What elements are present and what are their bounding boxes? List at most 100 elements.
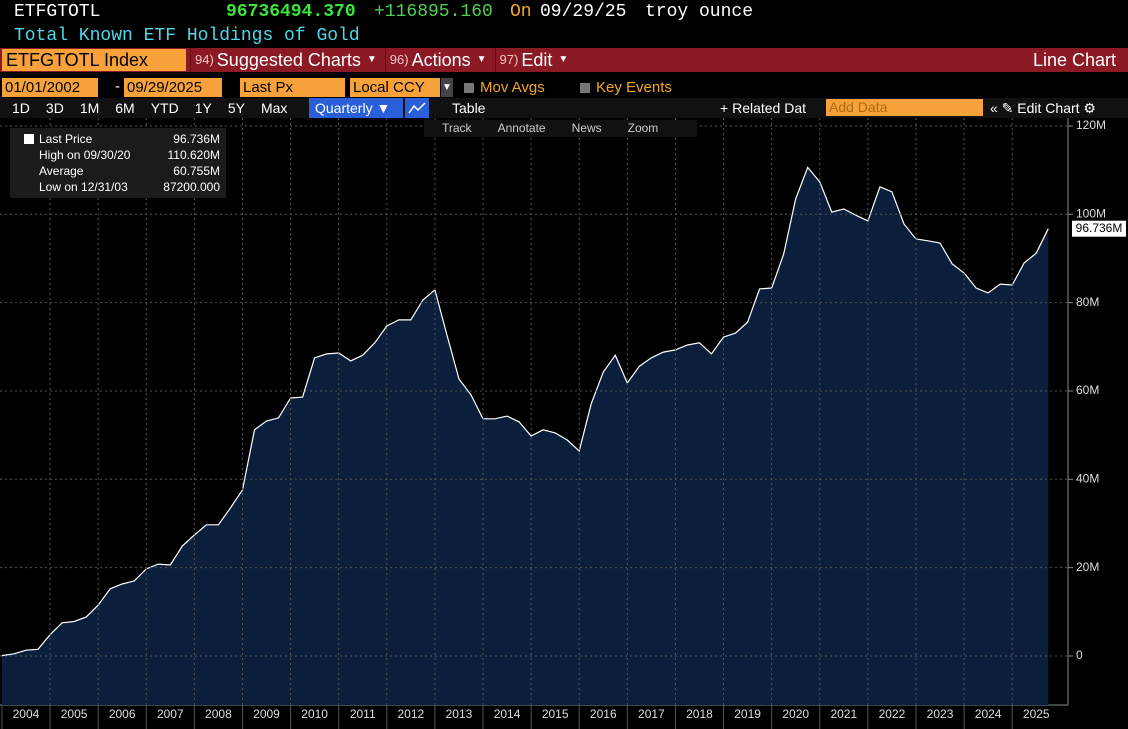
date-sep: - [115,78,120,95]
legend-value: 96.736M [173,132,220,146]
last-value-label: 96.736M [1076,221,1123,235]
menu-number: 96) [389,52,409,67]
legend-row: Average 60.755M [10,163,220,179]
menu-item[interactable]: 96) Actions ▼ [384,48,495,72]
legend: Last Price 96.736M High on 09/30/20 110.620… [10,128,226,198]
x-tick-label: 2015 [542,707,569,721]
legend-label: High on 09/30/20 [39,148,131,162]
key-events[interactable]: Key Events [580,79,672,96]
x-tick-label: 2010 [301,707,328,721]
related-label: Related Dat [732,100,807,116]
legend-label: Last Price [39,132,93,146]
tool-button[interactable]: Track [442,121,472,135]
y-tick-label: 20M [1076,560,1099,574]
x-tick-label: 2023 [927,707,954,721]
x-tick-label: 2025 [1023,707,1050,721]
add-data[interactable]: Add Data [826,99,983,116]
legend-label: Low on 12/31/03 [39,180,128,194]
y-tick-label: 80M [1076,295,1099,309]
menu-number: 97) [499,52,519,67]
start-date[interactable]: 01/01/2002 [2,78,98,97]
chart-icon[interactable] [405,98,429,118]
legend-row: Last Price 96.736M [10,131,220,147]
range-button[interactable]: 5Y [227,100,245,116]
legend-value: 87200.000 [163,180,220,194]
menu-label: Actions [411,50,471,70]
end-date[interactable]: 09/29/2025 [124,78,222,97]
y-tick-label: 100M [1076,206,1106,220]
dropdown-arrow[interactable]: ▼ [441,78,453,97]
legend-row: Low on 12/31/03 87200.000 [10,179,220,195]
on-label: On [510,2,532,22]
last-value-tag [1072,220,1126,237]
y-tick-label: 120M [1076,118,1106,132]
related-data[interactable]: + Related Dat [720,100,807,116]
range-button[interactable]: 3D [45,100,64,116]
date: 09/29/25 [540,2,627,22]
x-tick-label: 2004 [13,707,40,721]
currency[interactable]: Local CCY [350,78,440,97]
tool-button[interactable]: News [571,121,602,135]
menu-number: 94) [195,52,214,67]
x-tick-label: 2018 [686,707,713,721]
x-tick-label: 2005 [61,707,88,721]
chart: 0 20M 40M 60M 80M 100M 120M 2004 2005 2006 2007 200… [0,118,1128,729]
menu-bar [0,48,1128,72]
x-tick-label: 2021 [830,707,857,721]
menu-caret: ▼ [558,54,569,65]
icon [408,102,426,114]
x-tick-label: 2006 [109,707,136,721]
chart-type: Line Chart [1032,50,1116,70]
frequency-label: Quarterly [315,100,373,116]
y-tick-label: 0 [1076,648,1083,662]
x-tick-label: 2024 [975,707,1002,721]
x-tick-label: 2020 [782,707,809,721]
axis-panel [1068,118,1128,729]
mov-avgs[interactable]: Mov Avgs [464,79,545,96]
security[interactable]: ETFGTOTL Index [2,49,186,71]
range-button[interactable]: Max [260,100,288,116]
menu-items: 94) Suggested Charts ▼ 96) Actions ▼ 97) Edit ▼ [190,48,576,72]
edit-chart[interactable]: « ✎ Edit Chart ⚙ [990,100,1096,116]
x-tick-label: 2008 [205,707,232,721]
range-button[interactable]: 6M [115,100,135,116]
table-button[interactable]: Table [452,100,486,116]
tool-button[interactable]: Annotate [497,121,546,135]
menu-item[interactable]: 94) Suggested Charts ▼ [190,48,385,72]
area [1,167,1049,705]
chart-tools: Track Annotate News Zoom [424,120,697,137]
line [1,166,1049,657]
x-tick-label: 2014 [494,707,521,721]
legend-label: Average [39,164,84,178]
y-tick-label: 60M [1076,383,1099,397]
x-tick-label: 2017 [638,707,665,721]
change: +116895.160 [374,2,493,22]
menu-label: Edit [521,50,553,70]
x-tick-label: 2019 [734,707,761,721]
x-tick-label: 2007 [157,707,184,721]
range-button[interactable]: 1M [79,100,100,116]
checkbox-label: Mov Avgs [480,79,545,96]
x-tick-label: 2016 [590,707,617,721]
price: 96736494.370 [226,2,356,22]
legend-row: High on 09/30/20 110.620M [10,147,220,163]
legend-swatch [24,134,34,144]
unit: troy ounce [645,2,754,22]
range-buttons: 1D 3D 1M 6M YTD 1Y 5Y Max [4,98,295,118]
x-tick-label: 2012 [397,707,424,721]
range-button[interactable]: 1Y [194,100,212,116]
range-button[interactable]: 1D [12,100,30,116]
ticker: ETFGTOTL [14,2,101,22]
range-button[interactable]: YTD [150,100,179,116]
tool-button[interactable]: Zoom [627,121,659,135]
frequency[interactable]: Quarterly ▼ [309,98,403,118]
field[interactable]: Last Px [240,78,345,97]
x-tick-label: 2011 [350,707,376,721]
menu-caret: ▼ [476,54,487,65]
x-tick-label: 2009 [253,707,280,721]
menu-caret: ▼ [366,54,377,65]
menu-label: Suggested Charts [216,50,361,70]
x-tick-label: 2013 [446,707,473,721]
menu-item[interactable]: 97) Edit ▼ [494,48,577,72]
